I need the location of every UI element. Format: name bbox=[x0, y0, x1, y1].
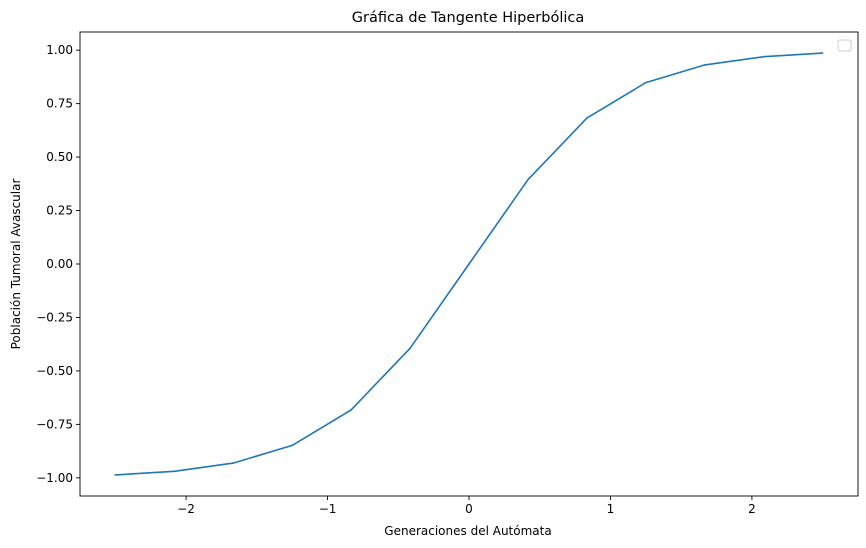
data-point bbox=[350, 409, 352, 411]
data-point bbox=[173, 470, 176, 473]
y-tick-label: 0.00 bbox=[46, 257, 73, 271]
data-point bbox=[468, 263, 470, 265]
data-point bbox=[114, 474, 117, 476]
y-axis-label: Población Tumoral Avascular bbox=[9, 179, 23, 350]
data-point bbox=[703, 64, 706, 66]
data-point bbox=[409, 347, 411, 350]
y-tick-label: 0.50 bbox=[46, 150, 73, 164]
y-tick-label: 0.25 bbox=[46, 204, 73, 218]
chart-title: Gráfica de Tangente Hiperbólica bbox=[352, 10, 585, 26]
data-point bbox=[762, 55, 765, 58]
y-tick-label: 0.75 bbox=[46, 97, 73, 111]
x-tick-label: 0 bbox=[465, 502, 473, 516]
data-point bbox=[586, 117, 588, 119]
x-tick-label: 2 bbox=[748, 502, 756, 516]
y-tick-label: 1.00 bbox=[46, 43, 73, 57]
legend-box bbox=[837, 39, 852, 52]
y-tick-label: −0.75 bbox=[36, 417, 73, 431]
x-tick-label: −1 bbox=[319, 502, 337, 516]
x-tick-label: −2 bbox=[177, 502, 195, 516]
y-tick-label: −0.25 bbox=[36, 310, 73, 324]
data-point bbox=[645, 81, 647, 84]
y-tick-label: −1.00 bbox=[36, 471, 73, 485]
y-tick-label: −0.50 bbox=[36, 364, 73, 378]
plot-area bbox=[114, 52, 824, 476]
x-axis-label: Generaciones del Autómata bbox=[384, 524, 551, 538]
data-point bbox=[821, 52, 824, 54]
data-point bbox=[527, 178, 529, 181]
axes: −2 −1 0 1 2 −1.00 −0.75 −0.50 −0.25 0.00 0.25 0.50 0… bbox=[36, 31, 859, 516]
x-tick-label: 1 bbox=[607, 502, 615, 516]
data-point bbox=[232, 462, 235, 464]
data-point bbox=[291, 444, 293, 447]
